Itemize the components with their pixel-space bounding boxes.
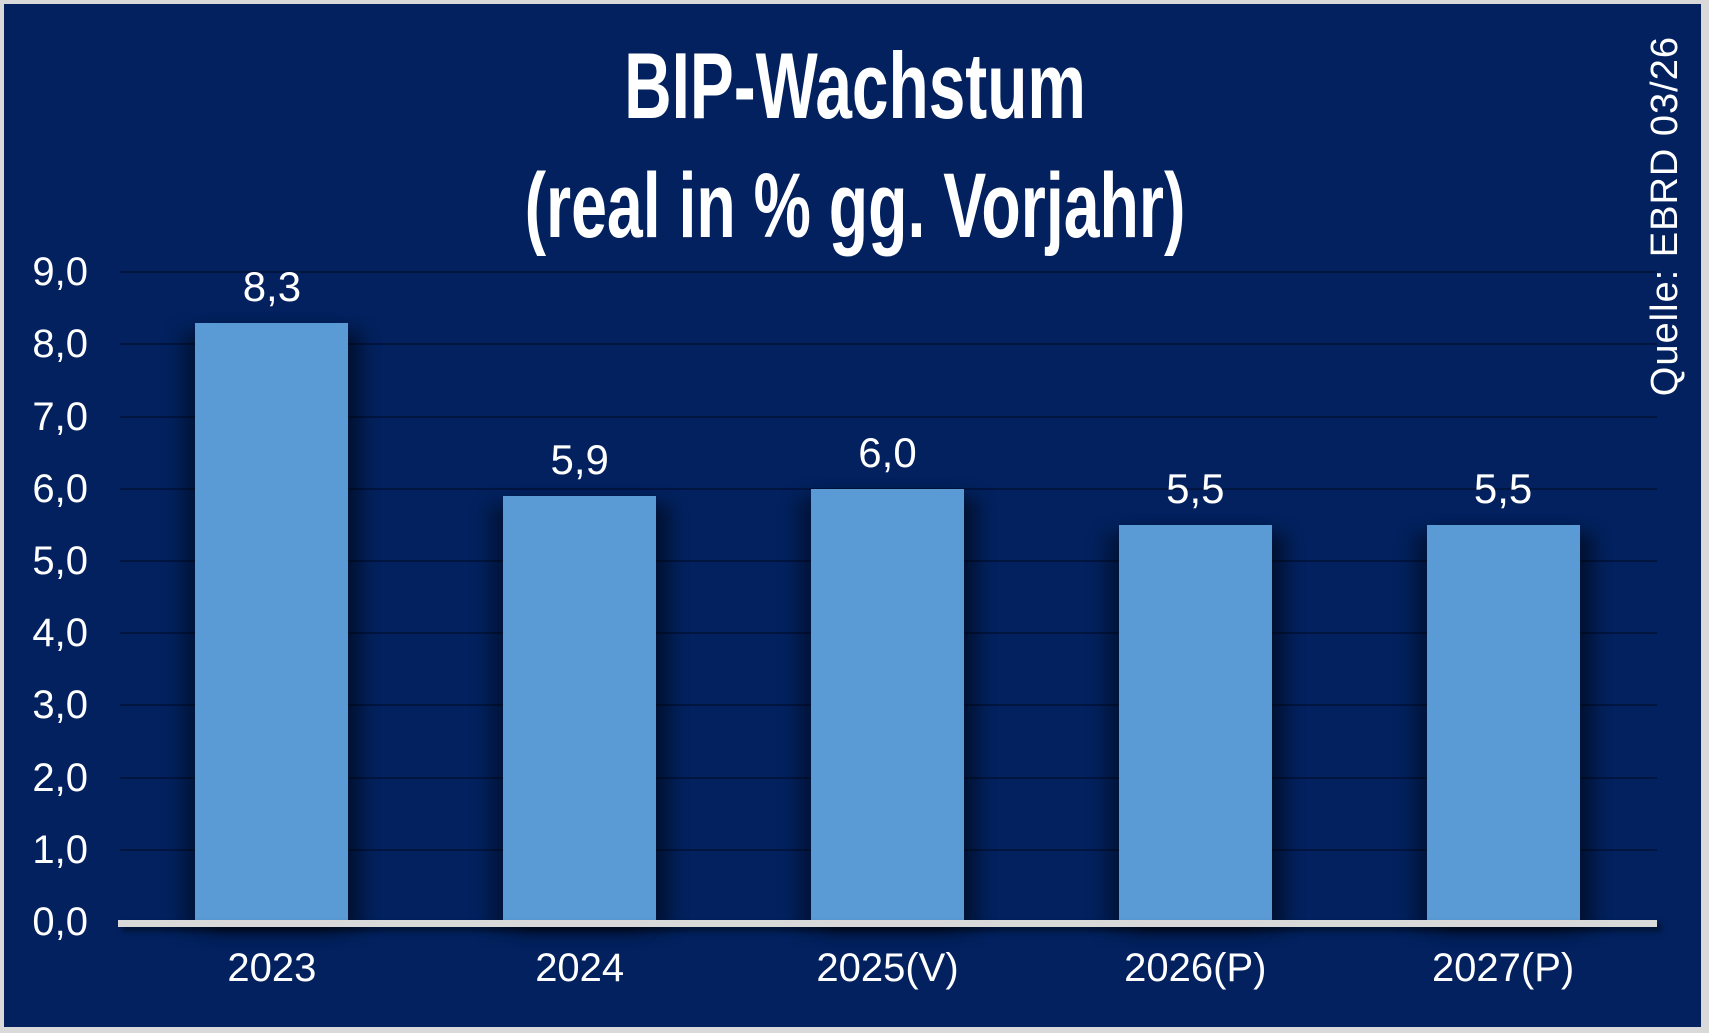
x-axis-category-label: 2026(P) (1124, 946, 1267, 990)
bar-2027(P) (1426, 524, 1580, 922)
y-axis-tick-label: 9,0 (32, 250, 88, 295)
chart-title-block: BIP-Wachstum (real in % gg. Vorjahr) (299, 26, 1412, 266)
bar-2023 (195, 322, 349, 922)
bar-value-label: 8,3 (242, 262, 302, 310)
y-axis-tick-label: 4,0 (32, 611, 88, 656)
y-axis-tick-label: 1,0 (32, 827, 88, 872)
gridline (120, 271, 1657, 274)
y-axis-tick-label: 5,0 (32, 539, 88, 583)
bar-value-label: 5,9 (550, 436, 609, 484)
x-axis-category-label: 2023 (227, 946, 317, 990)
y-axis-tick-label: 3,0 (32, 683, 88, 728)
bar-2026(P) (1118, 524, 1272, 922)
y-axis-tick-label: 0,0 (32, 900, 88, 944)
bar-2024 (503, 496, 657, 922)
x-axis-category-label: 2025(V) (816, 946, 959, 990)
x-axis-category-label: 2024 (535, 946, 625, 990)
chart-title: BIP-Wachstum (624, 33, 1086, 138)
source-label: Quelle: EBRD 03/26 (1644, 36, 1686, 397)
bar-value-label: 5,5 (1473, 464, 1533, 512)
bar-value-label: 5,5 (1166, 464, 1225, 512)
x-axis-category-label: 2027(P) (1431, 946, 1575, 990)
bar-2025(V) (811, 488, 964, 922)
y-axis-tick-label: 8,0 (32, 322, 88, 367)
x-axis-line (118, 920, 1657, 927)
y-axis-tick-label: 2,0 (32, 755, 88, 800)
y-axis-tick-label: 6,0 (32, 466, 88, 511)
gridline (120, 343, 1657, 346)
bar-value-label: 6,0 (858, 428, 917, 476)
gridline (120, 415, 1657, 418)
chart-subtitle: (real in % gg. Vorjahr) (524, 155, 1186, 257)
y-axis-tick-label: 7,0 (32, 394, 88, 439)
